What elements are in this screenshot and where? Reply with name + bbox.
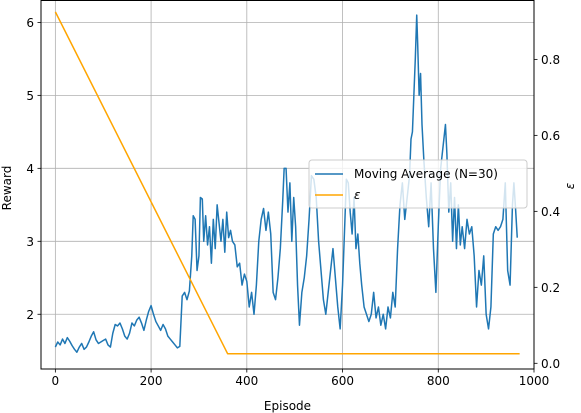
y-left-tick-label-4: 4 bbox=[26, 162, 34, 176]
x-axis-ticks: 0 200 400 600 800 1000 bbox=[52, 369, 550, 388]
legend: Moving Average (N=30) ε bbox=[308, 159, 528, 209]
x-tick-label-800: 800 bbox=[427, 374, 450, 388]
x-tick-label-1000: 1000 bbox=[519, 374, 550, 388]
y-right-tick-label-0.4: 0.4 bbox=[541, 205, 560, 219]
x-tick-label-600: 600 bbox=[331, 374, 354, 388]
y-right-axis-ticks: 0.0 0.2 0.4 0.6 0.8 bbox=[534, 53, 560, 371]
y-right-tick-label-0: 0.0 bbox=[541, 357, 560, 371]
x-tick-label-0: 0 bbox=[52, 374, 60, 388]
y-right-tick-label-0.6: 0.6 bbox=[541, 129, 560, 143]
y-left-axis-label: Reward bbox=[0, 166, 14, 211]
y-right-tick-label-0.8: 0.8 bbox=[541, 53, 560, 67]
legend-label-moving-average: Moving Average (N=30) bbox=[354, 167, 498, 181]
x-tick-label-200: 200 bbox=[140, 374, 163, 388]
x-axis-label: Episode bbox=[264, 399, 311, 413]
legend-box bbox=[308, 159, 528, 209]
y-right-tick-label-0.2: 0.2 bbox=[541, 281, 560, 295]
y-left-axis-ticks: 2 3 4 5 6 bbox=[26, 16, 41, 322]
series-line-epsilon bbox=[54, 11, 520, 355]
y-left-tick-label-3: 3 bbox=[26, 235, 34, 249]
y-right-axis-label: ε bbox=[563, 182, 577, 189]
legend-label-epsilon: ε bbox=[354, 188, 361, 202]
y-left-tick-label-2: 2 bbox=[26, 308, 34, 322]
plot-area-frame bbox=[40, 0, 535, 370]
x-tick-label-400: 400 bbox=[235, 374, 258, 388]
y-left-tick-label-5: 5 bbox=[26, 89, 34, 103]
y-left-tick-label-6: 6 bbox=[26, 16, 34, 30]
